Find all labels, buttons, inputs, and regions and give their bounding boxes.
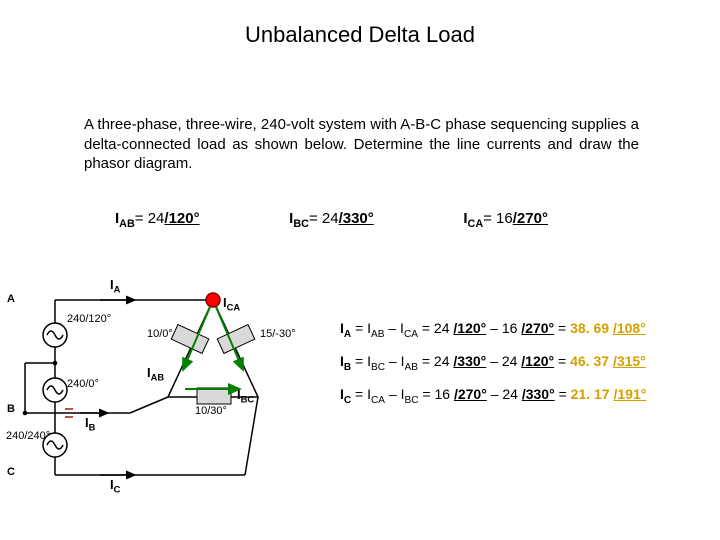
ica-delta-label: ICA — [223, 295, 240, 313]
terminal-a: A — [7, 293, 15, 305]
ic-arrow-label: IC — [110, 477, 120, 495]
terminal-b: B — [7, 403, 15, 415]
circuit-svg — [5, 275, 335, 495]
node-a-icon — [206, 293, 220, 307]
z-ca-label: 15/-30° — [260, 328, 296, 340]
phase-currents-row: IAB = 24 /120° IBC = 24 /330° ICA = 16 /… — [115, 210, 635, 230]
ibc-delta-label: IBC — [237, 387, 254, 405]
page-title: Unbalanced Delta Load — [0, 22, 720, 48]
eq-ib: IB = IBC – IAB = 24 /330° – 24 /120° = 4… — [340, 346, 712, 379]
z-ab-label: 10/0° — [147, 328, 173, 340]
ib-arrow-label: IB — [85, 415, 95, 433]
problem-statement: A three-phase, three-wire, 240-volt syst… — [84, 115, 639, 174]
solution-equations: IA = IAB – ICA = 24 /120° – 16 /270° = 3… — [340, 313, 712, 412]
ia-arrow-label: IA — [110, 277, 120, 295]
iab-delta-label: IAB — [147, 365, 164, 383]
result-ib: 46. 37 /315° — [570, 353, 646, 369]
result-ic: 21. 17 /191° — [571, 386, 647, 402]
eq-ic: IC = ICA – IBC = 16 /270° – 24 /330° = 2… — [340, 379, 712, 412]
z-bc-label: 10/30° — [195, 405, 227, 417]
volt-ca-label: 240/240° — [6, 430, 50, 442]
eq-ia: IA = IAB – ICA = 24 /120° – 16 /270° = 3… — [340, 313, 712, 346]
result-ia: 38. 69 /108° — [570, 320, 646, 336]
volt-bc-label: 240/0° — [67, 378, 99, 390]
terminal-c: C — [7, 466, 15, 478]
volt-ab-label: 240/120° — [67, 313, 111, 325]
circuit-diagram: 240/120° 240/0° 240/240° 10/0° 15/-30° 1… — [5, 275, 335, 495]
